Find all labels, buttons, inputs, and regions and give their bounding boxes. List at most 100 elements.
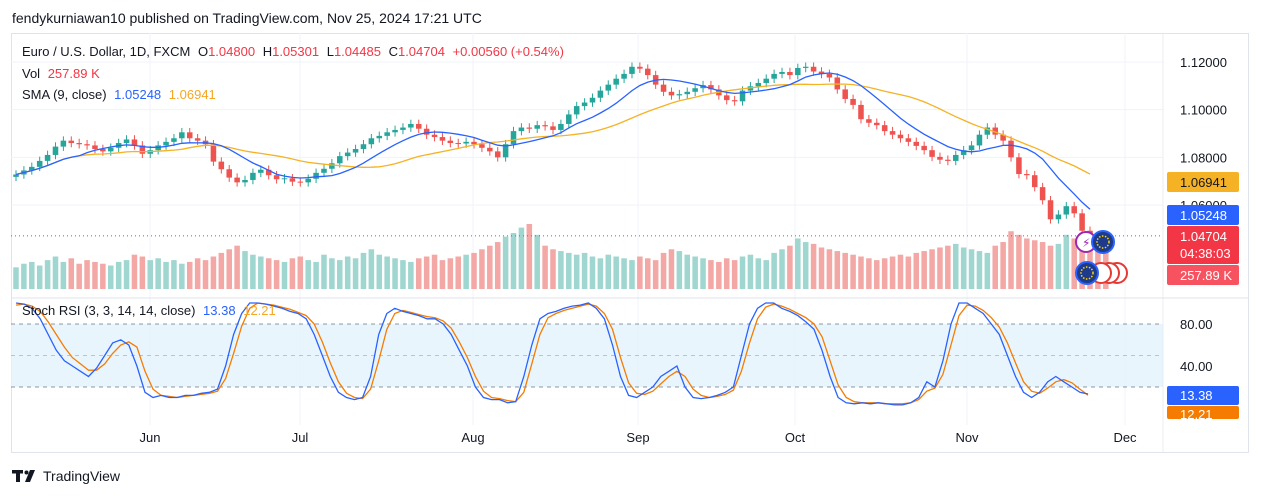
candle	[171, 133, 177, 147]
candle	[684, 87, 691, 99]
volume-bar	[613, 256, 619, 289]
candle	[818, 67, 825, 79]
event-icon-group-top[interactable]: ⚡	[1075, 230, 1115, 254]
volume-bar	[826, 249, 833, 289]
volume-bar	[550, 249, 556, 289]
candle	[60, 136, 67, 151]
volume-bar	[471, 252, 477, 289]
candle	[313, 168, 319, 184]
volume-bar	[250, 254, 256, 289]
volume-bar	[52, 256, 59, 289]
candle	[487, 143, 493, 156]
volume-bar	[202, 260, 209, 289]
volume-bar	[779, 249, 785, 289]
sma9-line	[15, 72, 1091, 210]
event-icon-group-bottom[interactable]	[1075, 261, 1128, 285]
volume-bar	[368, 249, 375, 289]
volume-bar	[700, 258, 706, 289]
candle	[139, 141, 146, 159]
volume-bar	[392, 258, 398, 289]
candle	[1016, 153, 1022, 179]
volume-bar	[589, 256, 596, 289]
tradingview-logo-icon	[12, 470, 35, 482]
candle	[850, 94, 856, 110]
sma-slow-value: 1.06941	[168, 87, 216, 102]
volume-bar	[297, 256, 304, 289]
candle	[605, 80, 612, 95]
volume-bar	[439, 260, 446, 289]
candle	[960, 145, 967, 160]
volume-bars	[13, 224, 1109, 289]
symbol-name: Euro / U.S. Dollar, 1D, FXCM	[22, 44, 191, 59]
candle	[842, 85, 848, 104]
volume-bar	[108, 265, 114, 289]
volume-bar	[494, 242, 501, 289]
candle	[502, 139, 509, 162]
volume-bar	[186, 261, 193, 289]
eu-stars-icon	[1096, 235, 1110, 249]
candle	[242, 175, 248, 187]
badge-volume: 257.89 K	[1167, 265, 1239, 285]
sma-label: SMA (9, close)	[22, 87, 107, 102]
volume-bar	[179, 263, 185, 289]
candle	[739, 86, 746, 106]
stoch-k-line	[15, 302, 1089, 406]
candle	[755, 78, 762, 91]
candle	[992, 123, 998, 139]
volume-bar	[447, 258, 454, 289]
volume-bar	[874, 260, 880, 289]
candle	[1024, 169, 1030, 180]
high-value: 1.05301	[272, 44, 320, 59]
volume-bar	[21, 263, 27, 289]
volume-bar	[542, 245, 548, 289]
volume-bar	[376, 254, 383, 289]
stoch-tick-label: 80.00	[1180, 317, 1213, 332]
volume-bar	[952, 243, 959, 289]
candle	[494, 147, 501, 162]
volume-bar	[1047, 245, 1054, 289]
volume-bar	[881, 258, 888, 289]
volume-bar	[1000, 242, 1006, 289]
candle	[352, 144, 359, 157]
volume-bar	[487, 245, 493, 289]
eu-flag-event-icon[interactable]	[1091, 230, 1115, 254]
volume-bar	[479, 249, 485, 289]
candle	[305, 174, 311, 187]
volume-bar	[194, 258, 201, 289]
candle	[344, 148, 351, 161]
volume-bar	[605, 254, 612, 289]
candle	[874, 118, 880, 130]
volume-bar	[84, 260, 90, 289]
close-value: 1.04704	[397, 44, 445, 59]
open-value: 1.04800	[208, 44, 256, 59]
candle	[179, 128, 185, 143]
volume-bar	[344, 256, 351, 289]
time-tick-label: Aug	[461, 430, 484, 445]
volume-bar	[684, 254, 691, 289]
volume-bar	[68, 258, 75, 289]
candle	[518, 123, 525, 136]
volume-bar	[858, 256, 864, 289]
volume-bar	[1063, 234, 1070, 289]
chart-frame[interactable]	[11, 33, 1249, 453]
volume-bar	[518, 227, 525, 289]
candle	[558, 119, 564, 135]
volume-bar	[171, 260, 177, 289]
svg-text:1.05248: 1.05248	[1180, 208, 1227, 223]
candle	[392, 125, 398, 137]
candle	[1079, 209, 1085, 236]
volume-bar	[1071, 238, 1077, 289]
volume-bar	[668, 249, 675, 289]
candle	[692, 83, 698, 97]
candle	[976, 130, 983, 150]
volume-bar	[747, 254, 754, 289]
svg-text:12.21: 12.21	[1180, 407, 1213, 422]
volume-bar	[234, 245, 240, 289]
eu-flag-event-icon[interactable]	[1075, 261, 1099, 285]
time-tick-label: Nov	[955, 430, 979, 445]
footer-brand: TradingView	[43, 468, 121, 484]
candle	[795, 63, 801, 80]
candle	[810, 62, 817, 76]
volume-bar	[866, 258, 872, 289]
